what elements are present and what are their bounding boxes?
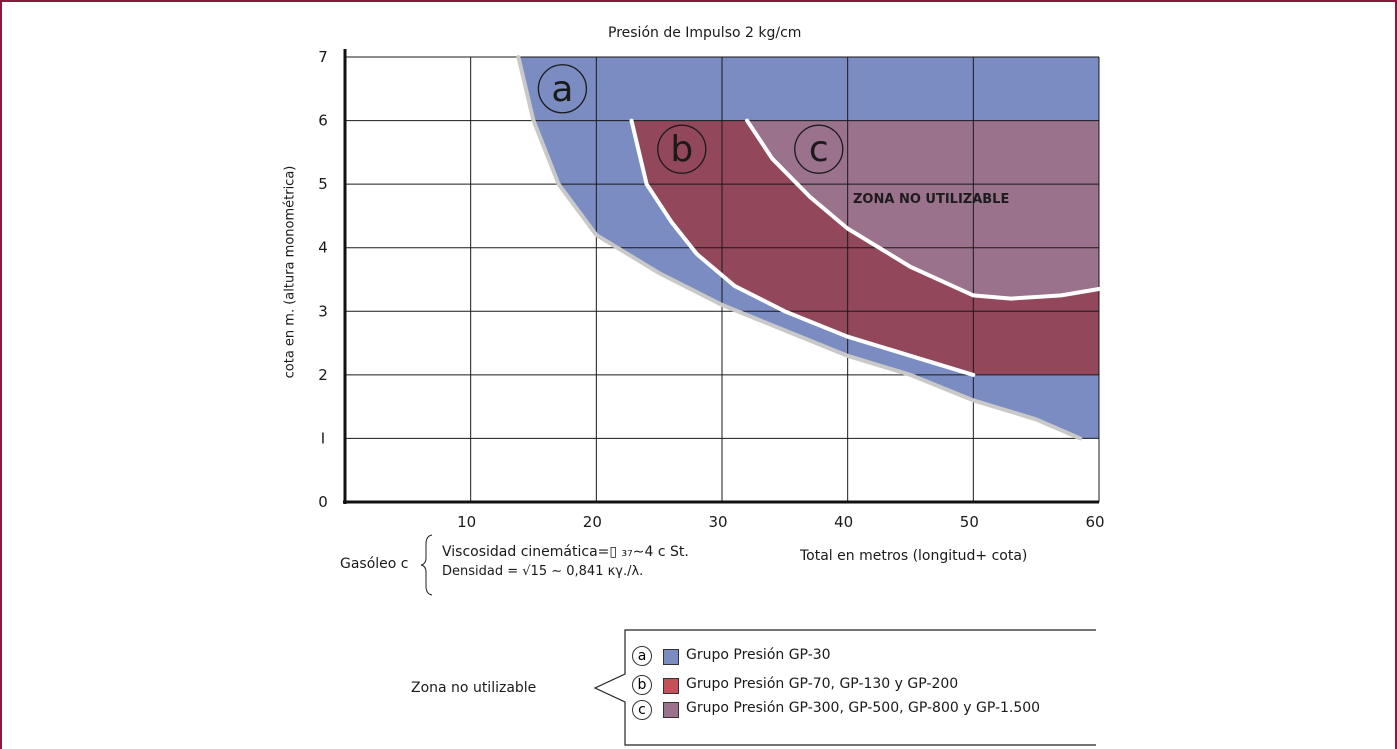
fuel-brace-icon [420,534,433,596]
axes [343,49,1099,504]
y-tick-label: 4 [318,239,328,257]
zone-b-marker-circle [657,124,707,174]
legend-label-a: Grupo Presión GP-30 [686,647,831,663]
legend-marker-a: a [632,646,652,666]
zone-b-boundary [629,118,976,377]
y-tick-label: I [321,429,325,447]
zone-a-marker-circle [537,64,588,114]
fuel-title: Gasóleo c [340,556,409,572]
x-tick-label: 20 [583,513,602,531]
x-tick-label: 40 [834,513,853,531]
legend-swatch-a [663,649,679,665]
legend-title: Zona no utilizable [411,680,537,696]
grid-lines [345,56,1100,502]
zone-c-marker-letter: c [809,129,829,170]
chart-title: Presión de Impulso 2 kg/cm [608,25,802,41]
zone-boundaries [516,55,1101,441]
zone-a-marker-letter: a [551,69,573,110]
x-axis-label: Total en metros (longitud+ cota) [800,548,1028,564]
zone-a-boundary [516,55,1083,441]
y-axis-label: cota en m. (altura monométrica) [282,165,298,379]
x-tick-label: 30 [708,513,727,531]
zone-c-marker-circle [794,124,844,174]
legend-marker-b: b [632,675,652,695]
legend-marker-c: c [632,700,652,720]
y-tick-label: 0 [318,493,328,511]
x-tick-label: 50 [960,513,979,531]
zone-c-area [747,120,1099,299]
x-tick-label: 10 [457,513,476,531]
legend-bracket [593,629,1096,746]
legend-label-c: Grupo Presión GP-300, GP-500, GP-800 y G… [686,700,1041,716]
fuel-viscosity: Viscosidad cinemática=▯ ₃₇∼4 c St. [442,544,689,560]
y-tick-label: 5 [318,175,328,193]
legend-swatch-b [663,678,679,694]
x-tick-label: 60 [1085,513,1104,531]
y-tick-label: 2 [318,366,328,384]
legend-swatch-c [663,702,679,718]
y-tick-label: 7 [318,48,328,66]
zone-c-label: ZONA NO UTILIZABLE [853,192,1010,207]
zone-markers: a b c [537,64,844,174]
fuel-density: Densidad = √15 ∼ 0,841 κγ./λ. [442,564,644,579]
y-tick-label: 6 [318,112,328,130]
y-tick-label: 3 [318,302,328,320]
legend-label-b: Grupo Presión GP-70, GP-130 y GP-200 [686,676,959,692]
zone-b-marker-letter: b [670,129,693,170]
tick-labels: 10 20 30 40 50 60 0 I 2 3 4 5 6 7 [318,48,1104,531]
zone-c-boundary [745,118,1101,301]
